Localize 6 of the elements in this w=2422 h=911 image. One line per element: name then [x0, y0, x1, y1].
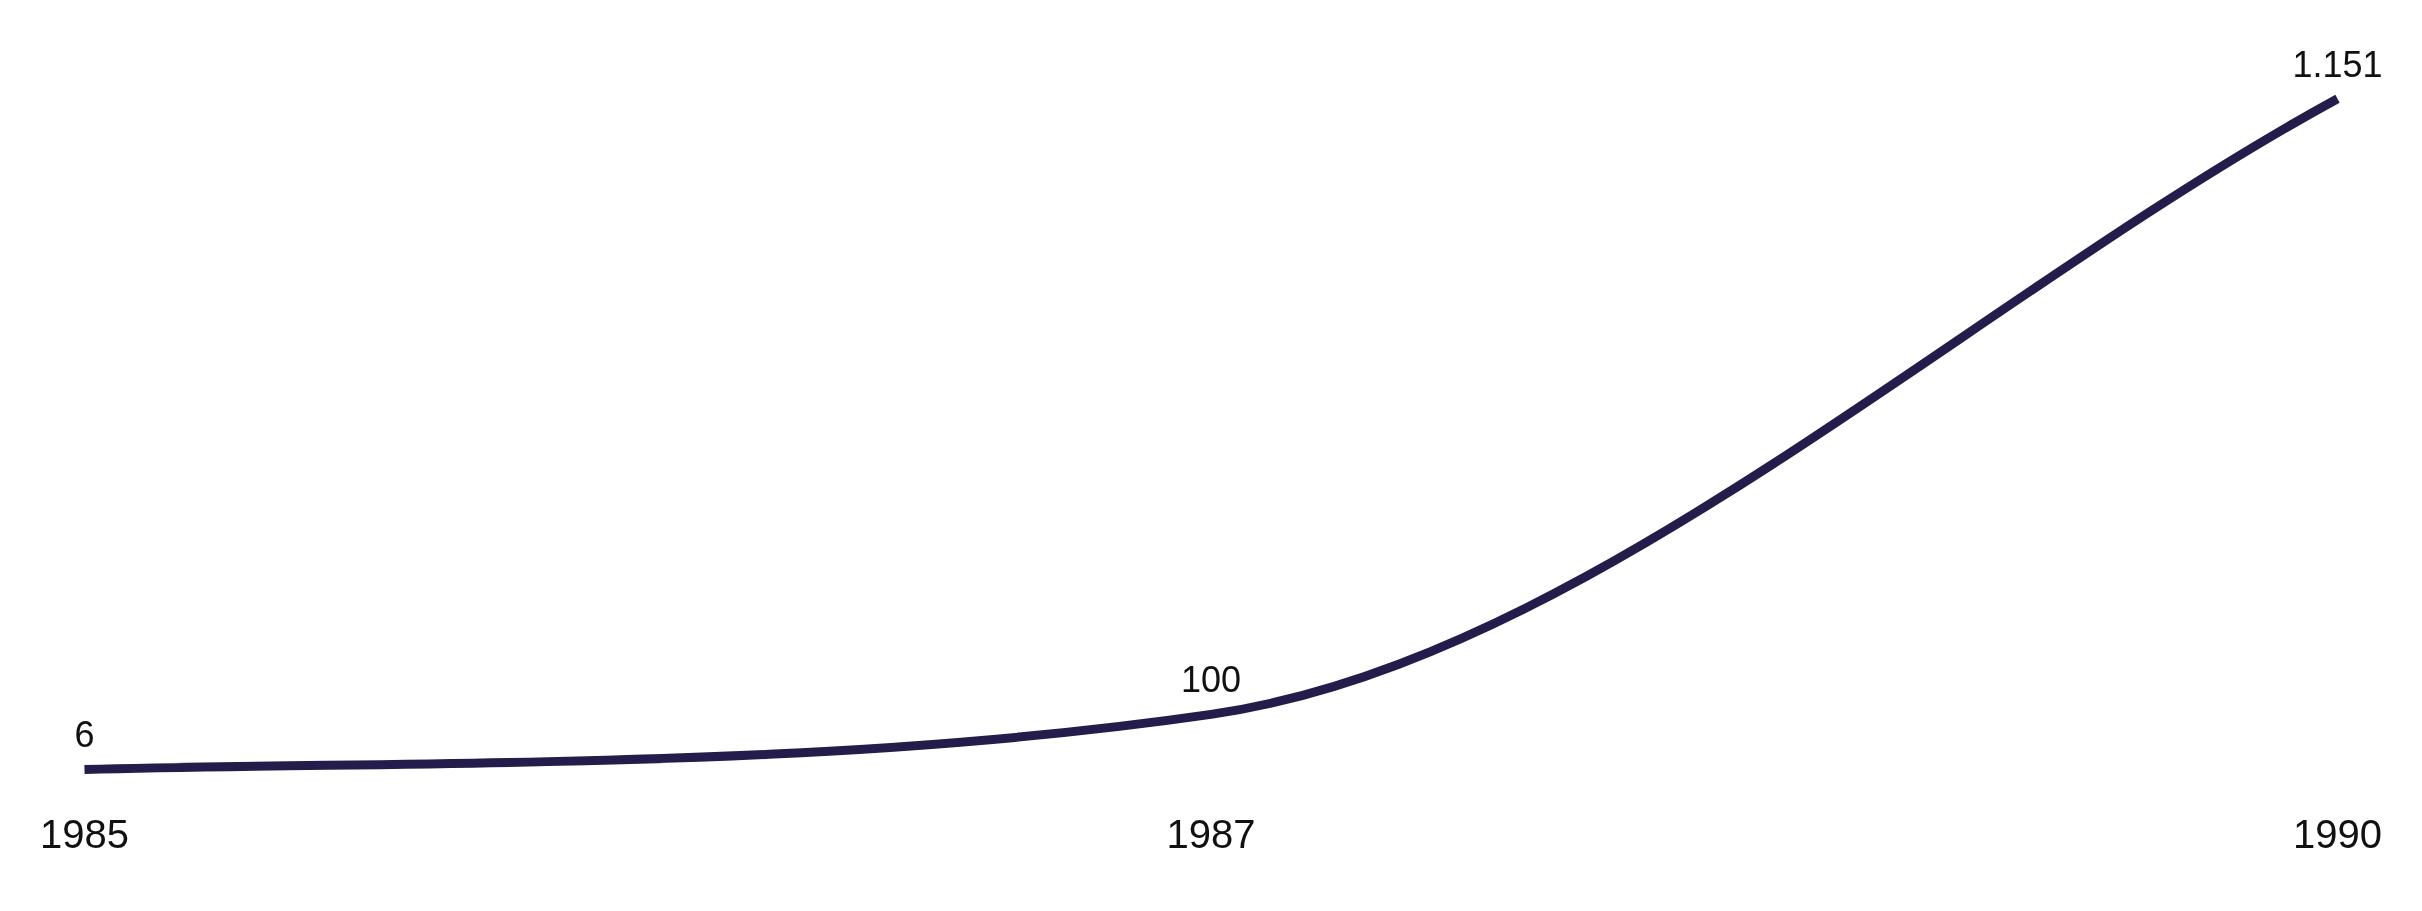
- x-tick-label: 1987: [1166, 812, 1256, 857]
- x-tick-label: 1985: [40, 812, 129, 857]
- data-label: 1.151: [2292, 43, 2383, 85]
- data-label: 6: [74, 714, 95, 756]
- data-label: 100: [1180, 659, 1242, 701]
- x-tick-label: 1990: [2293, 812, 2382, 857]
